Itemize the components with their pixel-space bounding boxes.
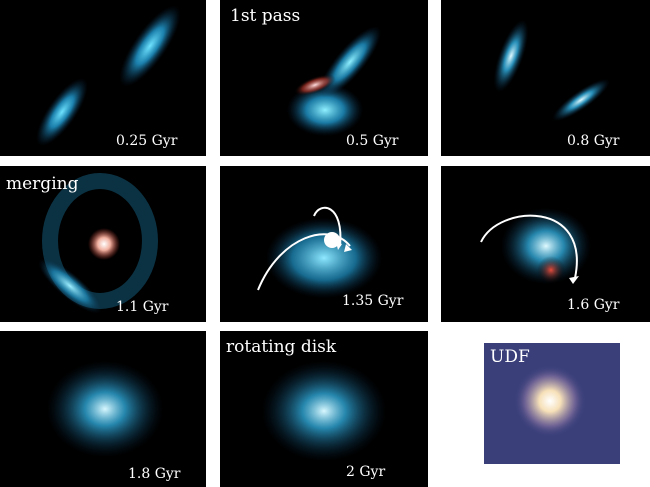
udf-galaxy-image — [514, 365, 586, 437]
panel-1-1-gyr: merging 1.1 Gyr — [0, 166, 206, 322]
time-label: 1.35 Gyr — [342, 293, 404, 309]
panel-2-gyr: rotating disk 2 Gyr — [220, 331, 428, 487]
galaxy-disk-image — [47, 361, 163, 457]
galaxy-pair-image — [36, 5, 181, 146]
galaxy-merging-image — [38, 173, 158, 314]
time-label: 2 Gyr — [346, 464, 386, 480]
arrowhead-icon — [569, 276, 579, 284]
panel-0-8-gyr: 0.8 Gyr — [441, 0, 650, 156]
time-label: 0.25 Gyr — [116, 133, 178, 149]
udf-panel: UDF — [484, 343, 620, 464]
udf-label: UDF — [490, 347, 530, 367]
time-label: 1.6 Gyr — [567, 297, 620, 313]
stage-label: merging — [6, 174, 79, 194]
galaxy-rotation-image — [257, 206, 382, 298]
panel-1-6-gyr: 1.6 Gyr — [441, 166, 650, 322]
stage-label: 1st pass — [230, 6, 301, 26]
panel-1-35-gyr: 1.35 Gyr — [220, 166, 428, 322]
arrowhead-icon — [336, 242, 342, 250]
galaxy-rotation-image — [480, 208, 591, 284]
galaxy-first-pass-image — [287, 26, 381, 136]
time-label: 1.1 Gyr — [116, 299, 169, 315]
arrowhead-icon — [344, 244, 352, 252]
time-label: 0.8 Gyr — [567, 133, 620, 149]
galaxy-disk-image — [262, 361, 386, 461]
time-label: 0.5 Gyr — [346, 133, 399, 149]
time-label: 1.8 Gyr — [128, 466, 181, 482]
rotation-arrow-icon — [257, 233, 351, 291]
panel-0-5-gyr: 1st pass 0.5 Gyr — [220, 0, 428, 156]
panel-0-25-gyr: 0.25 Gyr — [0, 0, 206, 156]
rotation-arrow-icon — [480, 214, 578, 279]
rotation-arrow-icon — [313, 206, 342, 247]
panel-1-8-gyr: 1.8 Gyr — [0, 331, 206, 487]
galaxy-separation-image — [493, 20, 610, 121]
stage-label: rotating disk — [226, 337, 337, 357]
